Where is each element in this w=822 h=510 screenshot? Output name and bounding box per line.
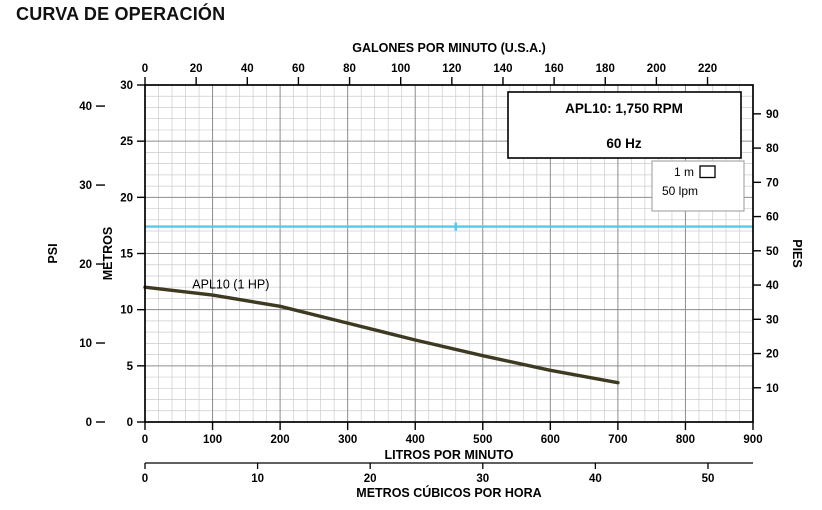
tick-label-lpm: 200 <box>271 434 290 446</box>
tick-label-pies: 40 <box>766 280 779 292</box>
tick-label-psi: 30 <box>79 180 92 192</box>
tick-label-lpm: 400 <box>406 434 425 446</box>
tick-label-psi: 0 <box>86 417 92 429</box>
tick-label-top: 100 <box>391 63 410 75</box>
tick-label-pies: 10 <box>766 383 779 395</box>
tick-label-lpm: 0 <box>142 434 148 446</box>
tick-label-m3h: 30 <box>476 473 489 485</box>
tick-label-metros: 5 <box>127 361 134 373</box>
tick-label-lpm: 500 <box>473 434 492 446</box>
tick-label-lpm: 600 <box>541 434 560 446</box>
axis-label-psi: PSI <box>46 243 60 263</box>
tick-label-top: 140 <box>493 63 512 75</box>
tick-label-psi: 40 <box>79 101 92 113</box>
tick-label-lpm: 800 <box>676 434 695 446</box>
tick-label-lpm: 900 <box>743 434 762 446</box>
tick-label-m3h: 20 <box>364 473 377 485</box>
tick-label-psi: 10 <box>79 338 92 350</box>
scale-key-width-label: 50 lpm <box>662 184 698 198</box>
axis-label-m3h: METROS CÚBICOS POR HORA <box>356 485 541 500</box>
tick-label-psi: 20 <box>79 259 92 271</box>
tick-label-pies: 20 <box>766 349 779 361</box>
axis-label-pies: PIES <box>790 239 804 268</box>
scale-key-box <box>651 160 745 212</box>
tick-label-m3h: 50 <box>702 473 715 485</box>
tick-label-pies: 60 <box>766 212 779 224</box>
tick-label-lpm: 100 <box>203 434 222 446</box>
tick-label-top: 40 <box>241 63 254 75</box>
axis-label-lpm: LITROS POR MINUTO <box>385 448 514 462</box>
tick-label-top: 20 <box>190 63 203 75</box>
legend-model-rpm: APL10: 1,750 RPM <box>565 101 683 116</box>
tick-label-metros: 30 <box>120 80 133 92</box>
tick-label-metros: 0 <box>127 417 133 429</box>
tick-label-m3h: 0 <box>142 473 148 485</box>
tick-label-top: 200 <box>647 63 666 75</box>
tick-label-lpm: 700 <box>608 434 627 446</box>
tick-label-top: 160 <box>545 63 564 75</box>
legend-frequency: 60 Hz <box>606 136 642 151</box>
tick-label-lpm: 300 <box>338 434 357 446</box>
tick-label-pies: 70 <box>766 177 779 189</box>
tick-label-metros: 10 <box>120 305 133 317</box>
tick-label-pies: 50 <box>766 246 779 258</box>
tick-label-metros: 20 <box>120 192 133 204</box>
scale-key-square <box>699 165 716 179</box>
tick-label-pies: 80 <box>766 143 779 155</box>
tick-label-top: 220 <box>698 63 717 75</box>
tick-label-top: 60 <box>292 63 305 75</box>
tick-label-top: 0 <box>142 63 148 75</box>
tick-label-metros: 25 <box>120 136 133 148</box>
tick-label-pies: 30 <box>766 314 779 326</box>
scale-key-height-label: 1 m <box>674 165 694 179</box>
tick-label-pies: 90 <box>766 109 779 121</box>
page-title: CURVA DE OPERACIÓN <box>16 4 226 24</box>
pump-curve <box>143 285 620 385</box>
tick-label-top: 180 <box>596 63 615 75</box>
tick-label-m3h: 10 <box>251 473 264 485</box>
legend-box <box>507 91 742 159</box>
curve-label: APL10 (1 HP) <box>192 277 269 291</box>
tick-label-top: 80 <box>343 63 356 75</box>
axis-label-metros: METROS <box>101 227 115 280</box>
tick-label-m3h: 40 <box>589 473 602 485</box>
tick-label-top: 120 <box>442 63 461 75</box>
tick-label-metros: 15 <box>120 249 133 261</box>
axis-label-gpm: GALONES POR MINUTO (U.S.A.) <box>352 41 546 55</box>
